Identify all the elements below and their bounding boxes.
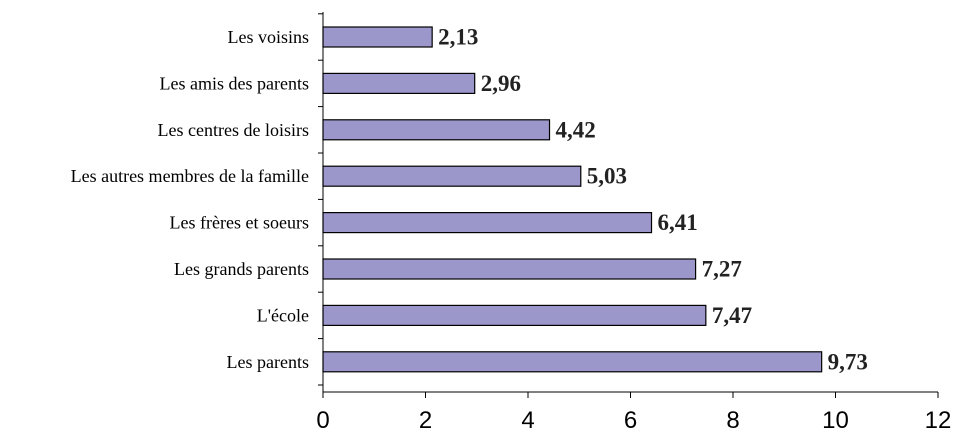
category-label: L'école [257,305,309,325]
category-label: Les parents [227,352,309,372]
value-label: 7,27 [702,257,742,282]
value-label: 2,13 [438,25,478,50]
category-label: Les autres membres de la famille [71,166,309,186]
bar-5 [322,212,653,234]
bar-8 [322,351,823,373]
category-label: Les voisins [227,27,309,47]
x-tick-label: 2 [419,407,432,434]
category-label: Les amis des parents [160,73,309,93]
x-axis-ticks: 0 2 4 6 8 10 12 [316,407,951,434]
category-label: Les frères et soeurs [170,213,309,233]
bar-2 [322,72,476,95]
value-labels: 2,132,96 4,42 5,03 6,417,27 7,47 9,73 [438,25,868,375]
x-tick-label: 6 [624,407,637,434]
bar-7 [322,304,707,326]
category-label: Les centres de loisirs [158,120,309,140]
bar-3 [322,119,551,141]
x-tick-label: 12 [925,407,952,434]
x-tick-label: 8 [726,407,739,434]
value-label: 2,96 [481,71,521,96]
x-tick-label: 10 [822,407,849,434]
value-label: 7,47 [712,303,752,328]
bar-1 [322,26,433,48]
x-tick-label: 4 [521,407,534,434]
value-label: 5,03 [587,164,627,189]
x-tick-label: 0 [316,407,329,434]
axes-layer [318,12,939,398]
bar-4 [322,165,582,187]
value-label: 4,42 [556,117,596,142]
value-label: 6,41 [658,210,698,235]
value-label: 9,73 [828,349,868,374]
bar-6 [322,258,697,280]
category-labels: Les voisins Les amis des parents Les centr… [71,27,309,372]
category-label: Les grands parents [174,259,309,279]
